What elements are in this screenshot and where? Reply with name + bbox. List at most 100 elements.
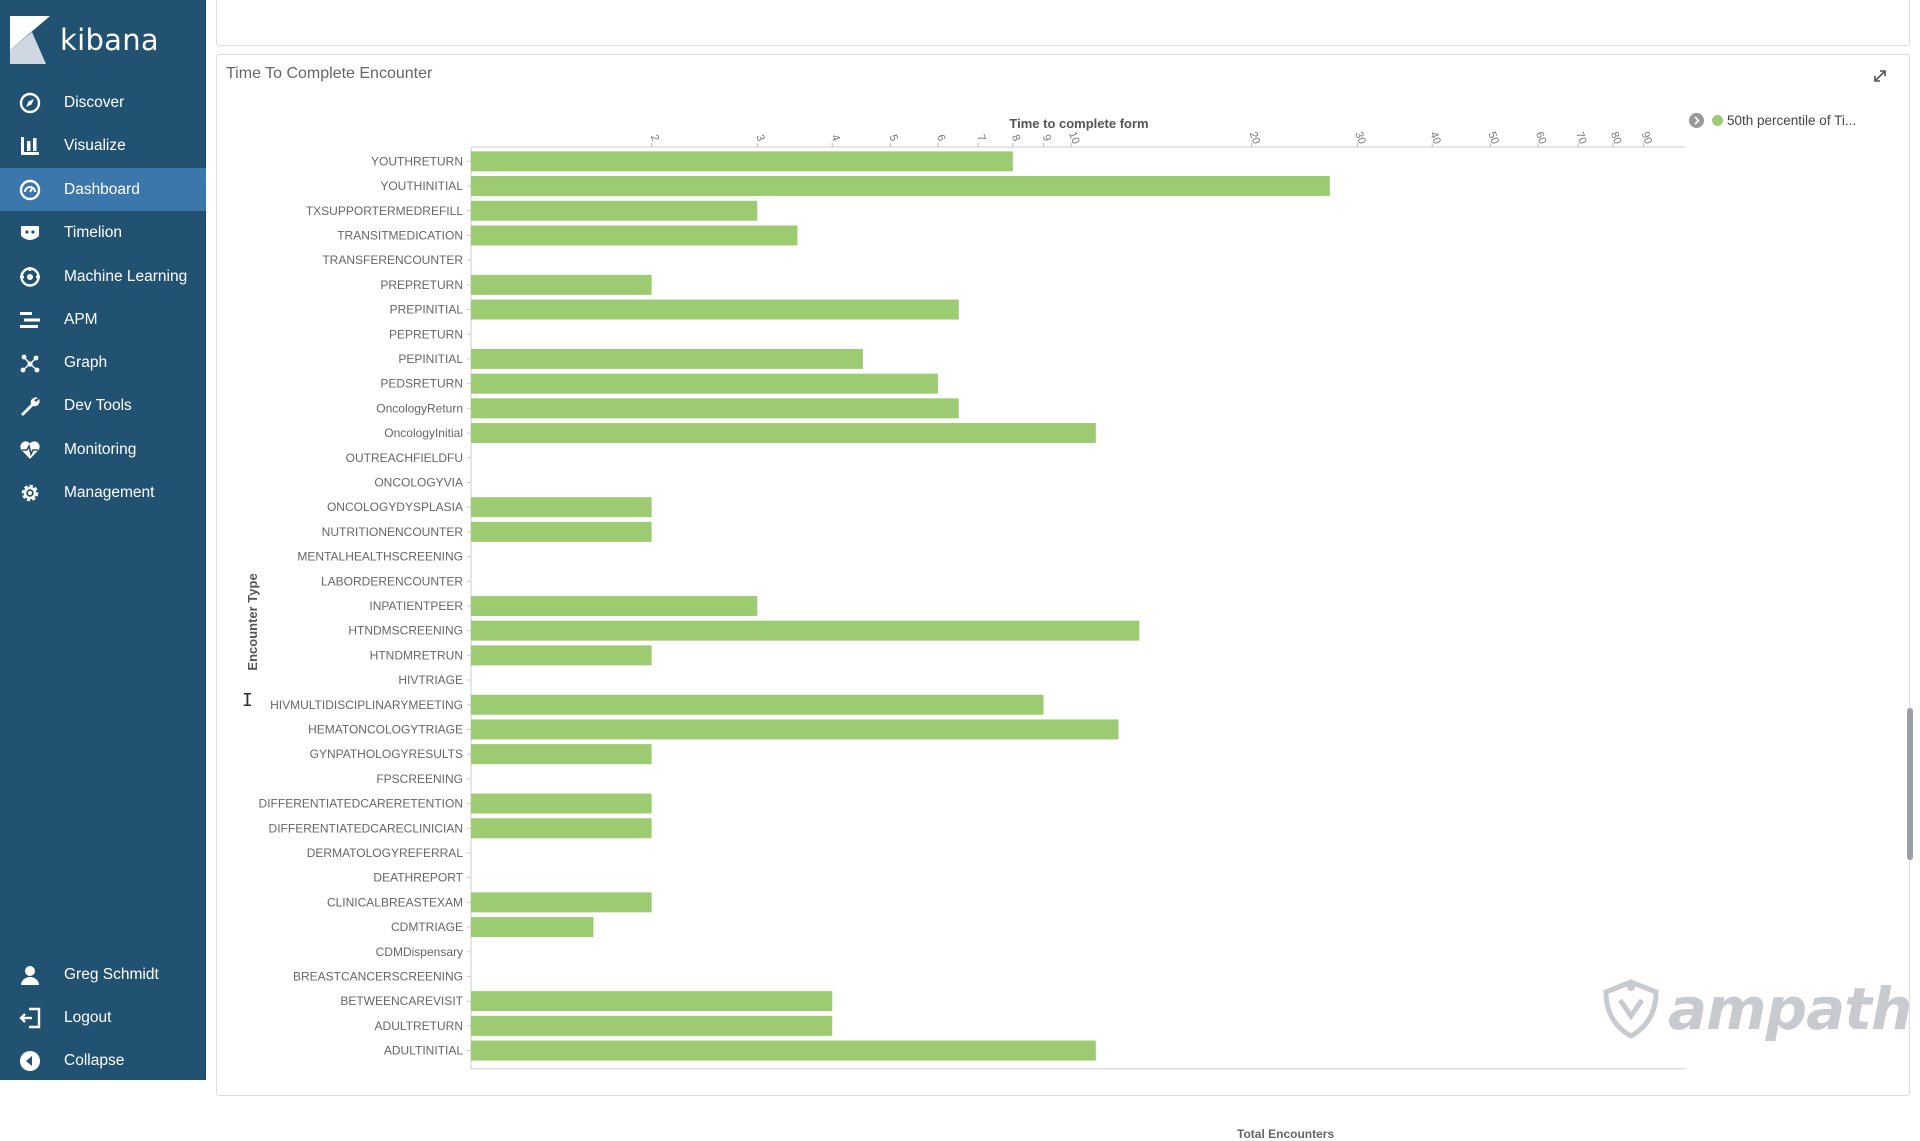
kibana-logo[interactable]: kibana — [10, 12, 159, 68]
compass-icon — [18, 91, 42, 115]
x-axis-footer-label: Total Encounters — [1237, 1127, 1335, 1141]
bar[interactable] — [471, 497, 652, 518]
bar[interactable] — [471, 151, 1013, 172]
x-tick-label: 2 — [648, 133, 661, 143]
bar[interactable] — [471, 793, 652, 814]
y-category-label: BREASTCANCERSCREENING — [293, 969, 463, 983]
y-category-label: CLINICALBREASTEXAM — [327, 895, 463, 909]
y-category-label: PREPRETURN — [380, 278, 463, 292]
sidebar-item-dashboard[interactable]: Dashboard — [0, 168, 206, 211]
wrench-icon — [18, 394, 42, 418]
sidebar-item-logout[interactable]: Logout — [0, 996, 206, 1039]
sidebar-item-machine-learning[interactable]: Machine Learning — [0, 255, 206, 298]
y-category-label: YOUTHRETURN — [371, 154, 463, 168]
bar[interactable] — [471, 892, 652, 913]
sidebar-item-monitoring[interactable]: Monitoring — [0, 428, 206, 471]
ampath-logo-icon — [1603, 979, 1659, 1039]
sidebar-item-label: Collapse — [64, 1051, 125, 1069]
bar[interactable] — [471, 645, 652, 666]
y-category-label: HTNDMSCREENING — [348, 624, 463, 638]
bar[interactable] — [471, 348, 863, 369]
bar[interactable] — [471, 620, 1140, 641]
sidebar-item-discover[interactable]: Discover — [0, 81, 206, 124]
brand-name: kibana — [60, 23, 159, 57]
apm-icon — [18, 308, 42, 332]
bar[interactable] — [471, 274, 652, 295]
bar[interactable] — [471, 719, 1119, 740]
legend-color-dot — [1712, 115, 1723, 126]
sidebar-item-label: Graph — [64, 353, 108, 371]
timelion-icon — [18, 221, 42, 245]
bar[interactable] — [471, 744, 652, 765]
bar[interactable] — [471, 521, 652, 542]
sidebar-item-label: Management — [64, 483, 155, 501]
bar[interactable] — [471, 1040, 1096, 1061]
y-category-label: DEATHREPORT — [373, 871, 463, 885]
bar[interactable] — [471, 595, 758, 616]
bar[interactable] — [471, 299, 959, 320]
y-category-label: MENTALHEALTHSCREENING — [297, 550, 463, 564]
y-category-label: PEPRETURN — [389, 327, 463, 341]
bar[interactable] — [471, 818, 652, 839]
x-tick-label: 10 — [1066, 130, 1081, 146]
sidebar-item-apm[interactable]: APM — [0, 298, 206, 341]
y-category-label: CDMDispensary — [376, 945, 463, 959]
bar[interactable] — [471, 1015, 833, 1036]
bar[interactable] — [471, 398, 959, 419]
y-category-label: OUTREACHFIELDFU — [346, 451, 463, 465]
kibana-logo-icon — [10, 16, 50, 64]
sidebar-item-dev-tools[interactable]: Dev Tools — [0, 384, 206, 427]
text-cursor-icon: I — [242, 690, 253, 711]
user-icon — [18, 963, 42, 987]
x-tick-label: 9 — [1040, 133, 1053, 143]
bar-chart-icon — [18, 134, 42, 158]
sidebar-item-label: APM — [64, 310, 98, 328]
x-tick-label: 60 — [1533, 130, 1548, 146]
y-category-label: PEPINITIAL — [398, 352, 463, 366]
sidebar-item-label: Logout — [64, 1008, 112, 1026]
y-category-label: TRANSITMEDICATION — [337, 228, 463, 242]
y-category-label: PREPINITIAL — [390, 303, 464, 317]
y-category-label: FPSCREENING — [376, 772, 463, 786]
legend-toggle-icon[interactable] — [1689, 113, 1704, 128]
bar[interactable] — [471, 694, 1044, 715]
sidebar-item-visualize[interactable]: Visualize — [0, 124, 206, 167]
y-category-label: HIVMULTIDISCIPLINARYMEETING — [270, 698, 463, 712]
sidebar-item-graph[interactable]: Graph — [0, 341, 206, 384]
ampath-watermark: ampath — [1600, 975, 1912, 1043]
y-category-label: ONCOLOGYDYSPLASIA — [327, 500, 463, 514]
bar[interactable] — [471, 176, 1330, 197]
dashboard-panel-top — [216, 0, 1910, 46]
y-category-label: TXSUPPORTERMEDREFILL — [306, 204, 463, 218]
expand-icon[interactable] — [1871, 67, 1889, 85]
y-category-label: CDMTRIAGE — [391, 920, 463, 934]
bar-chart: Time to complete form 2 3 4 5 6 7 8 9 10 20 30 40 50 6… — [245, 116, 1685, 1070]
legend-label[interactable]: 50th percentile of Ti... — [1727, 113, 1857, 128]
page-scrollbar[interactable] — [1907, 708, 1913, 860]
x-tick-label: 40 — [1427, 130, 1442, 146]
y-category-label: OncologyReturn — [376, 401, 463, 415]
sidebar-item-label: Machine Learning — [64, 267, 188, 285]
y-category-label: ADULTINITIAL — [384, 1044, 463, 1058]
sidebar-item-label: Greg Schmidt — [64, 965, 159, 983]
y-category-label: DIFFERENTIATEDCARECLINICIAN — [269, 821, 463, 835]
sidebar-item-management[interactable]: Management — [0, 471, 206, 514]
y-category-label: BETWEENCAREVISIT — [340, 994, 463, 1008]
x-tick-label: 80 — [1608, 130, 1623, 146]
bar[interactable] — [471, 991, 833, 1012]
y-category-label: PEDSRETURN — [380, 377, 463, 391]
x-tick-label: 4 — [828, 133, 841, 143]
bar[interactable] — [471, 225, 798, 246]
y-category-label: DIFFERENTIATEDCARERETENTION — [259, 797, 463, 811]
x-tick-label: 50 — [1485, 130, 1500, 146]
sidebar-item-label: Monitoring — [64, 440, 137, 458]
bar[interactable] — [471, 917, 594, 938]
bar[interactable] — [471, 423, 1096, 444]
sidebar-item-user[interactable]: Greg Schmidt — [0, 953, 206, 996]
sidebar-item-label: Discover — [64, 93, 125, 111]
sidebar-item-timelion[interactable]: Timelion — [0, 211, 206, 254]
x-tick-label: 6 — [934, 133, 947, 143]
bar[interactable] — [471, 200, 758, 221]
bar[interactable] — [471, 373, 938, 394]
sidebar-item-collapse[interactable]: Collapse — [0, 1039, 206, 1082]
